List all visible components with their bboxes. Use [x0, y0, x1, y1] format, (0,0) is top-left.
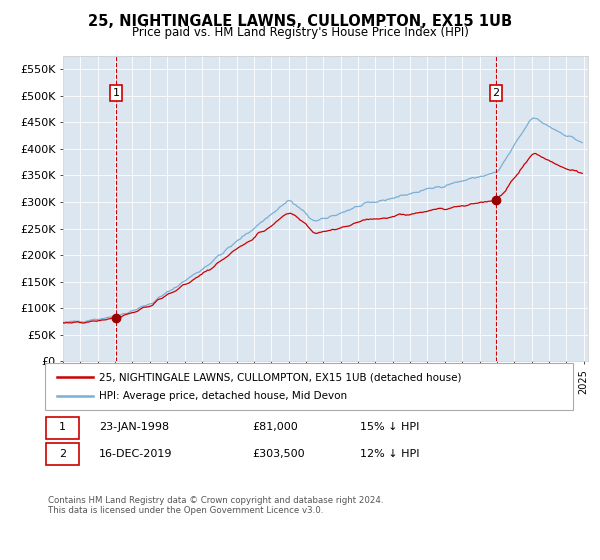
- Text: 16-DEC-2019: 16-DEC-2019: [99, 449, 173, 459]
- Text: 1: 1: [113, 88, 119, 98]
- Text: 2: 2: [59, 449, 66, 459]
- Text: Contains HM Land Registry data © Crown copyright and database right 2024.
This d: Contains HM Land Registry data © Crown c…: [48, 496, 383, 515]
- Text: £81,000: £81,000: [252, 422, 298, 432]
- Text: 1: 1: [59, 422, 66, 432]
- Text: £303,500: £303,500: [252, 449, 305, 459]
- Text: 15% ↓ HPI: 15% ↓ HPI: [360, 422, 419, 432]
- Text: 25, NIGHTINGALE LAWNS, CULLOMPTON, EX15 1UB: 25, NIGHTINGALE LAWNS, CULLOMPTON, EX15 …: [88, 14, 512, 29]
- Text: HPI: Average price, detached house, Mid Devon: HPI: Average price, detached house, Mid …: [99, 391, 347, 401]
- Text: 25, NIGHTINGALE LAWNS, CULLOMPTON, EX15 1UB (detached house): 25, NIGHTINGALE LAWNS, CULLOMPTON, EX15 …: [99, 372, 461, 382]
- Text: 12% ↓ HPI: 12% ↓ HPI: [360, 449, 419, 459]
- Text: Price paid vs. HM Land Registry's House Price Index (HPI): Price paid vs. HM Land Registry's House …: [131, 26, 469, 39]
- Text: 23-JAN-1998: 23-JAN-1998: [99, 422, 169, 432]
- Text: 2: 2: [493, 88, 500, 98]
